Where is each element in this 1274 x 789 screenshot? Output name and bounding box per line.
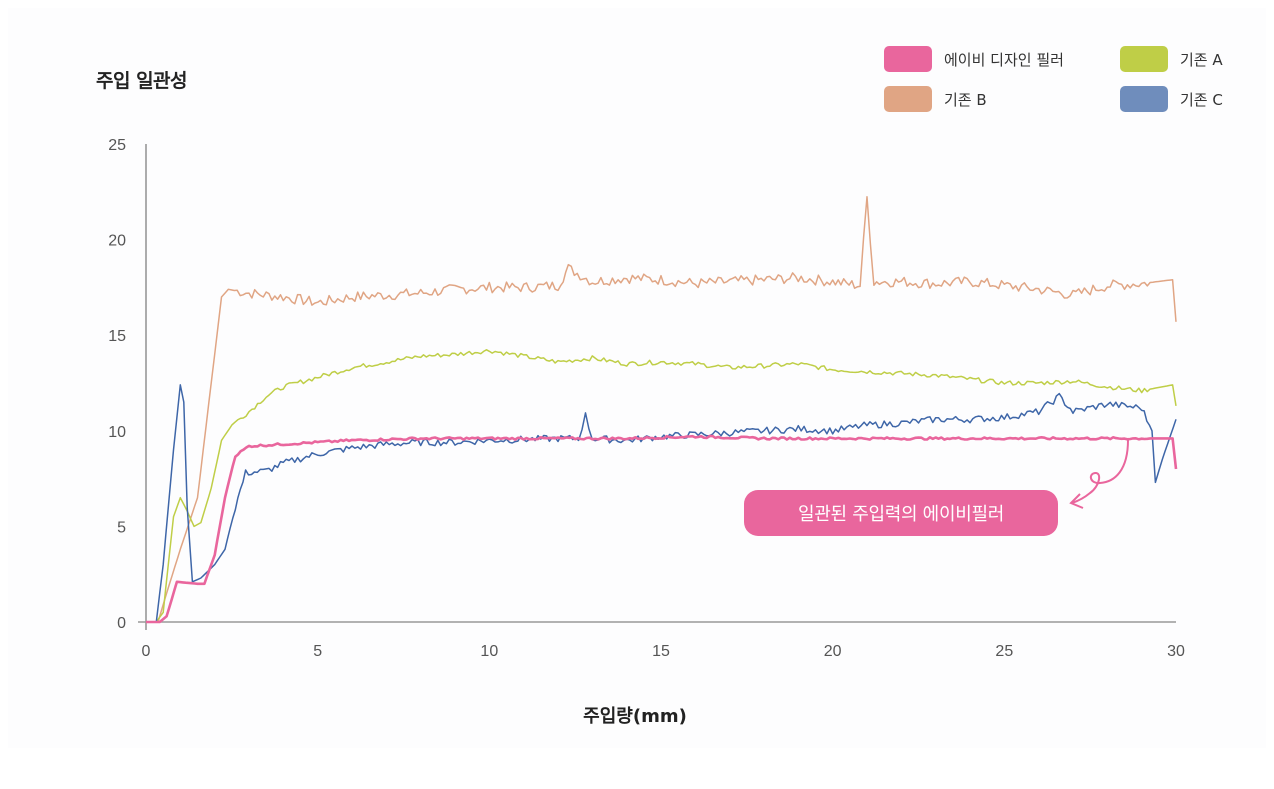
y-tick-label: 20	[108, 233, 126, 250]
legend-item-existing-a: 기존 A	[1120, 46, 1223, 72]
series-lines	[146, 196, 1178, 624]
series-line-existing-b	[146, 196, 1177, 623]
legend-label: 에이비 디자인 필러	[944, 50, 1064, 69]
x-tick-label: 15	[652, 643, 670, 660]
y-tick-label: 10	[108, 424, 126, 441]
legend-item-existing-c: 기존 C	[1120, 86, 1223, 112]
legend: 에이비 디자인 필러 기존 A 기존 B 기존 C	[884, 46, 1244, 118]
arrowhead-icon	[1069, 493, 1084, 509]
callout-arrow	[1071, 439, 1129, 504]
legend-item-existing-b: 기존 B	[884, 86, 987, 112]
annotation-callout: 일관된 주입력의 에이비필러	[744, 490, 1058, 536]
x-tick-label: 5	[313, 643, 322, 660]
legend-label: 기존 A	[1180, 50, 1223, 69]
y-tick-labels: 0 5 10 15 20 25	[108, 137, 126, 632]
y-tick-label: 25	[108, 137, 126, 154]
legend-item-abfiller: 에이비 디자인 필러	[884, 46, 1064, 72]
y-tick-label: 5	[117, 519, 126, 536]
y-tick-label: 15	[108, 328, 126, 345]
chart-panel	[8, 8, 1266, 748]
legend-label: 기존 C	[1180, 90, 1223, 109]
legend-swatch	[1120, 86, 1168, 112]
x-axis-label: 주입량(mm)	[583, 706, 687, 727]
y-tick-label: 0	[117, 615, 126, 632]
legend-swatch	[884, 86, 932, 112]
legend-swatch	[884, 46, 932, 72]
x-tick-label: 30	[1167, 643, 1185, 660]
legend-swatch	[1120, 46, 1168, 72]
x-tick-label: 25	[995, 643, 1013, 660]
series-line-abfiller	[146, 434, 1178, 624]
x-tick-label: 0	[142, 643, 151, 660]
x-tick-labels: 0 5 10 15 20 25 30	[142, 643, 1185, 660]
legend-label: 기존 B	[944, 90, 987, 109]
axes	[138, 144, 1176, 630]
chart-title: 주입 일관성	[96, 70, 188, 92]
x-tick-label: 20	[824, 643, 842, 660]
series-line-existing-a	[146, 349, 1177, 623]
x-tick-label: 10	[480, 643, 498, 660]
